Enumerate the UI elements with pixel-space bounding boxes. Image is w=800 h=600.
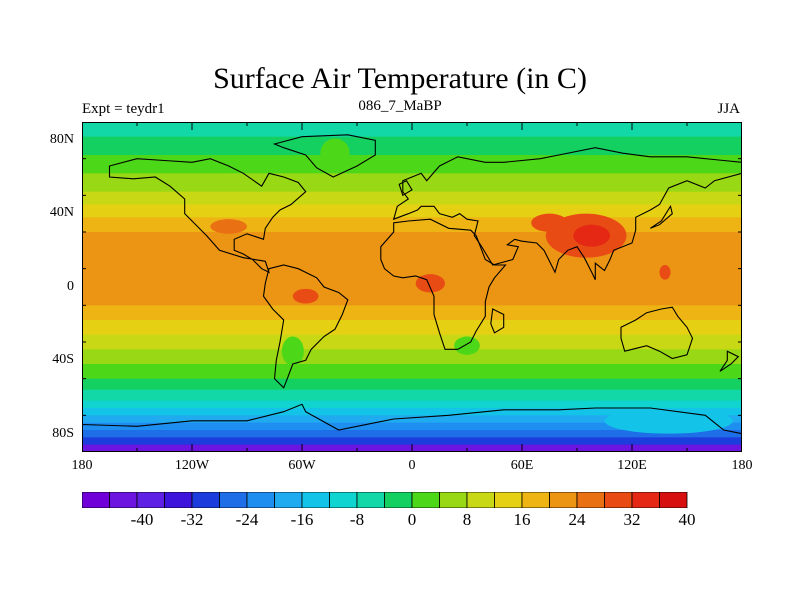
colorbar-swatch <box>356 492 385 508</box>
temperature-anomaly <box>292 288 319 304</box>
colorbar-swatch <box>466 492 495 508</box>
colorbar-label: -8 <box>349 510 365 529</box>
x-tick-label: 60E <box>510 458 534 473</box>
temperature-band <box>82 191 742 205</box>
temperature-band <box>82 155 742 174</box>
temperature-band <box>82 378 742 391</box>
temperature-band <box>82 389 742 402</box>
y-tick-label: 0 <box>67 279 74 294</box>
colorbar-swatch <box>109 492 138 508</box>
period-label: 086_7_MaBP <box>358 98 442 114</box>
colorbar-label: 32 <box>623 510 641 529</box>
coastline <box>398 179 413 197</box>
temperature-band <box>82 422 742 431</box>
y-tick-label: 80N <box>49 132 74 147</box>
coastline <box>272 134 376 178</box>
colorbar-swatch <box>384 492 413 508</box>
colorbar-label: 24 <box>568 510 586 529</box>
temperature-anomaly <box>604 408 733 434</box>
coastline <box>649 204 673 229</box>
temperature-anomaly <box>281 336 304 366</box>
experiment-label: Expt = teydr1 <box>82 101 165 117</box>
x-tick-label: 180 <box>71 458 93 473</box>
coastline <box>392 147 742 280</box>
coastline <box>82 403 742 452</box>
x-tick-label: 120W <box>174 458 210 473</box>
season-label: JJA <box>717 101 740 117</box>
colorbar-label: 0 <box>407 510 417 529</box>
coastline <box>108 158 307 274</box>
colorbar-swatch <box>301 492 330 508</box>
temperature-band <box>82 334 742 350</box>
colorbar-swatch <box>631 492 660 508</box>
temperature-band <box>82 437 742 446</box>
temperature-band <box>82 173 742 193</box>
temperature-band <box>82 305 742 321</box>
x-tick-label: 180 <box>731 458 753 473</box>
temperature-band <box>82 217 742 233</box>
temperature-band <box>82 232 742 306</box>
colorbar-swatch <box>136 492 165 508</box>
colorbar-label: 16 <box>513 510 531 529</box>
colorbar-swatch <box>329 492 358 508</box>
coastline <box>262 264 349 389</box>
colorbar-swatch <box>411 492 440 508</box>
temperature-band <box>82 320 742 336</box>
x-tick-label: 0 <box>408 458 416 473</box>
colorbar-label: 8 <box>462 510 472 529</box>
colorbar <box>82 492 688 508</box>
temperature-anomaly <box>320 138 350 168</box>
x-tick-label: 60W <box>288 458 316 473</box>
coastline <box>620 306 694 360</box>
y-tick-label: 80S <box>52 426 74 441</box>
temperature-band <box>82 204 742 218</box>
colorbar-swatch <box>521 492 550 508</box>
colorbar-swatch <box>576 492 605 508</box>
temperature-band <box>82 415 742 424</box>
colorbar-label: 40 <box>678 510 696 529</box>
colorbar-swatch <box>274 492 303 508</box>
temperature-band <box>82 349 742 365</box>
colorbar-swatch <box>246 492 275 508</box>
temperature-map <box>82 122 742 452</box>
colorbar-swatch <box>439 492 468 508</box>
colorbar-label: -24 <box>235 510 259 529</box>
y-tick-label: 40S <box>52 352 74 367</box>
colorbar-label: -32 <box>180 510 204 529</box>
x-tick-label: 120E <box>617 458 647 473</box>
temperature-anomaly <box>454 336 480 355</box>
colorbar-swatch <box>549 492 578 508</box>
colorbar-swatch <box>604 492 633 508</box>
colorbar-swatch <box>191 492 220 508</box>
temperature-band <box>82 408 742 416</box>
temperature-anomaly <box>573 224 610 247</box>
temperature-band <box>82 364 742 380</box>
colorbar-swatch <box>164 492 193 508</box>
map-title: Surface Air Temperature (in C) <box>213 62 587 95</box>
colorbar-label: -16 <box>290 510 314 529</box>
coastline <box>719 350 740 372</box>
y-tick-label: 40N <box>49 205 74 220</box>
temperature-anomaly <box>531 213 568 232</box>
temperature-band <box>82 430 742 438</box>
coastline <box>490 308 505 334</box>
temperature-anomaly <box>210 219 248 234</box>
colorbar-swatch <box>82 492 110 508</box>
temperature-band <box>82 136 742 156</box>
colorbar-swatch <box>659 492 688 508</box>
colorbar-swatch <box>494 492 523 508</box>
temperature-band <box>82 400 742 409</box>
colorbar-label: -40 <box>130 510 154 529</box>
temperature-anomaly <box>659 265 671 280</box>
colorbar-swatch <box>219 492 248 508</box>
